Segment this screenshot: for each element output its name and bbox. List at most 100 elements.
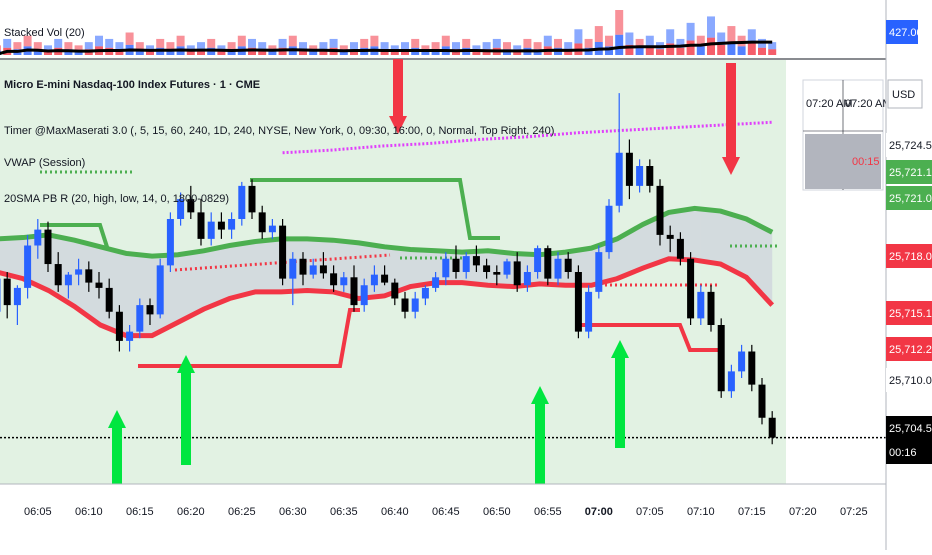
volume-bar xyxy=(135,49,144,55)
volume-bar-stack xyxy=(625,32,634,45)
volume-bar-stack xyxy=(146,45,154,51)
candle-body xyxy=(360,285,368,306)
volume-bar-stack xyxy=(288,35,297,47)
volume-bar-stack xyxy=(605,35,613,47)
volume-bar-stack xyxy=(350,42,358,50)
volume-bar-stack xyxy=(339,45,348,51)
time-tick: 06:20 xyxy=(177,506,205,518)
price-tag: 25,704.50 xyxy=(886,416,932,440)
candle-body xyxy=(564,258,572,272)
volume-bar-stack xyxy=(421,45,430,51)
candle-body xyxy=(238,185,246,219)
volume-bar-stack xyxy=(554,38,562,48)
volume-bar-stack xyxy=(248,38,256,48)
currency-label[interactable]: USD xyxy=(892,89,915,101)
price-tag-label: 00:16 xyxy=(889,447,917,459)
volume-bar-stack xyxy=(186,45,195,51)
volume-bar-stack xyxy=(594,26,603,42)
volume-bar-stack xyxy=(676,38,685,48)
candle-body xyxy=(452,258,460,272)
volume-bar-stack xyxy=(23,35,32,47)
price-tag: 25,715.16 xyxy=(886,301,932,325)
price-ticks: 25,724.50 25,721.14 25,721.00 25,718.00 25,7… xyxy=(886,133,932,464)
candle-body xyxy=(411,298,419,312)
volume-bar-stack xyxy=(176,35,185,47)
candle-body xyxy=(625,152,633,186)
candle-body xyxy=(656,185,664,235)
volume-bar-stack xyxy=(33,42,42,50)
volume-bar-stack xyxy=(533,42,542,50)
volume-bar xyxy=(166,49,175,55)
support-step-line-2 xyxy=(580,323,720,352)
volume-bar-stack xyxy=(390,45,399,51)
volume-bar-stack xyxy=(329,38,338,48)
price-tag-label: 25,710.00 xyxy=(889,375,932,387)
volume-bar xyxy=(299,49,307,55)
candle-body xyxy=(156,265,164,315)
candle-body xyxy=(64,274,72,286)
volume-bar xyxy=(645,46,654,55)
candle-body xyxy=(340,277,348,286)
candle-body xyxy=(44,229,52,265)
volume-bar-stack xyxy=(95,35,103,47)
indicator-band-label[interactable]: 20SMA PB R (20, high, low, 14, 0, 1800-0… xyxy=(4,193,229,205)
indicator-timer-label[interactable]: Timer @MaxMaserati 3.0 (, 5, 15, 60, 240… xyxy=(4,125,554,137)
price-tag-bg xyxy=(886,440,932,464)
volume-bar xyxy=(268,50,277,55)
volume-bar xyxy=(747,43,756,55)
candle-body xyxy=(768,417,776,438)
candle-body xyxy=(585,291,593,332)
candle-body xyxy=(248,185,256,213)
time-tick: 06:10 xyxy=(75,506,103,518)
candle-body xyxy=(421,287,429,299)
time-axis[interactable]: 06:05 06:10 06:15 06:20 06:25 06:30 06:35 06:40… xyxy=(24,506,868,518)
price-tag: 25,721.00 xyxy=(886,186,932,210)
volume-bar-stack xyxy=(3,38,12,48)
candle-body xyxy=(697,291,705,319)
volume-bar xyxy=(319,49,328,55)
volume-value: 427.00 xyxy=(889,27,923,39)
currency-button[interactable] xyxy=(887,79,923,109)
candle-body xyxy=(738,351,746,372)
volume-bar xyxy=(717,44,726,55)
timer-table: 07:20 AM 07:20 AM 00:15 xyxy=(802,79,891,191)
volume-bar xyxy=(666,43,675,55)
volume-bar xyxy=(758,47,766,55)
volume-bar xyxy=(197,49,205,55)
volume-bar-stack xyxy=(197,42,205,50)
volume-bar-stack xyxy=(105,38,114,48)
price-tag-bg xyxy=(886,186,932,210)
candle-body xyxy=(472,256,480,266)
indicator-vwap-label[interactable]: VWAP (Session) xyxy=(4,157,85,169)
candle-body xyxy=(748,351,756,385)
volume-value-tag xyxy=(886,20,918,44)
candle-body xyxy=(95,282,103,288)
volume-bar xyxy=(258,49,267,55)
volume-bar-stack xyxy=(64,42,73,50)
candle-body xyxy=(401,298,409,312)
volume-bar xyxy=(686,40,695,55)
symbol-title[interactable]: Micro E-mini Nasdaq-100 Index Futures · … xyxy=(4,79,260,91)
volume-bar-stack xyxy=(13,42,22,50)
volume-bar-stack xyxy=(696,35,705,47)
volume-bar xyxy=(350,49,358,55)
candle-body xyxy=(54,264,62,286)
volume-bar-stack xyxy=(686,22,695,41)
time-tick: 07:25 xyxy=(840,506,868,518)
candle-body xyxy=(136,305,144,332)
timer-col-1: 07:20 AM xyxy=(806,98,852,110)
volume-bar xyxy=(380,49,389,55)
volume-bar xyxy=(217,50,226,55)
price-tag: 25,721.14 xyxy=(886,160,932,184)
volume-bar xyxy=(146,50,154,55)
volume-bar-stack xyxy=(645,35,654,47)
candle-body xyxy=(85,269,93,283)
candle-body xyxy=(442,258,450,278)
volume-bar-stack xyxy=(207,38,216,48)
volume-bar xyxy=(635,47,644,55)
volume-bar-stack xyxy=(380,42,389,50)
candle-body xyxy=(268,225,276,233)
candle-body xyxy=(636,166,644,186)
volume-bar-stack xyxy=(411,38,420,48)
candle-body xyxy=(34,229,42,246)
